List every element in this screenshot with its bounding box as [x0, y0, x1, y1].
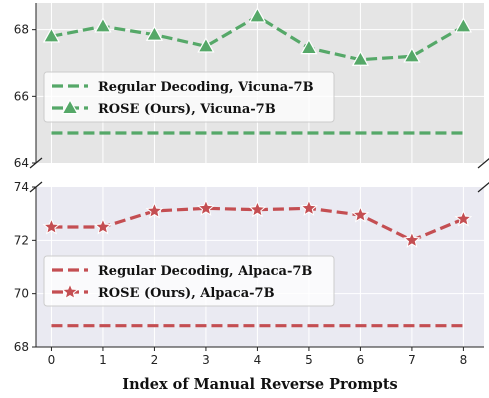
bottom-legend-box: [43, 255, 335, 307]
axis-break-mark-right-bottom: [477, 182, 489, 193]
x-tick-label: 8: [460, 353, 468, 367]
bottom-data-point: [42, 217, 61, 235]
bottom-y-tick-label: 74: [14, 180, 29, 194]
bottom-y-tick-label: 70: [14, 287, 29, 301]
top-legend-box: [43, 71, 335, 123]
top-legend-marker: [61, 98, 79, 115]
legend-layer: Regular Decoding, Vicuna-7B ROSE (Ours), …: [43, 71, 335, 307]
x-axis-label: Index of Manual Reverse Prompts: [122, 376, 397, 393]
x-tick-label: 6: [357, 353, 365, 367]
bottom-legend-marker: [61, 282, 79, 300]
bottom-data-point: [403, 231, 421, 248]
x-tick-label: 7: [408, 353, 416, 367]
top-data-point: [454, 17, 473, 33]
bottom-data-point: [248, 200, 267, 218]
bottom-y-tick-label: 68: [14, 340, 29, 354]
bottom-data-point: [94, 217, 112, 235]
top-data-point: [94, 17, 112, 33]
bottom-data-point: [351, 205, 370, 223]
bottom-legend-label: ROSE (Ours), Alpaca-7B: [98, 286, 275, 301]
x-tick-label: 4: [254, 353, 262, 367]
top-data-point: [351, 50, 370, 66]
x-tick-label: 3: [202, 353, 210, 367]
bottom-legend-label: Regular Decoding, Alpaca-7B: [98, 264, 312, 279]
x-tick-label: 1: [99, 353, 107, 367]
top-y-tick-label: 68: [14, 23, 29, 37]
top-y-tick-label: 64: [14, 156, 29, 170]
top-data-point: [42, 27, 61, 43]
top-data-point: [197, 37, 215, 53]
bottom-y-tick-label: 72: [14, 233, 29, 247]
series-layer: [42, 7, 473, 328]
top-data-point: [300, 38, 318, 55]
top-data-point: [403, 47, 421, 63]
top-data-point: [248, 7, 267, 23]
bottom-data-point: [197, 199, 215, 216]
bottom-data-point: [300, 199, 318, 216]
bottom-data-point: [454, 209, 473, 227]
top-data-point: [145, 25, 164, 41]
axis-break-mark-right-top: [477, 158, 489, 169]
bottom-data-point: [145, 201, 164, 219]
tick-layer: 64 66 68 68 70 72 74 0 1 2 3 4 5 6 7 8: [14, 23, 468, 367]
x-tick-label: 2: [151, 353, 159, 367]
x-tick-label: 0: [48, 353, 56, 367]
top-y-tick-label: 66: [14, 89, 29, 103]
top-legend-label: Regular Decoding, Vicuna-7B: [98, 80, 314, 95]
x-tick-label: 5: [305, 353, 313, 367]
top-legend-label: ROSE (Ours), Vicuna-7B: [98, 102, 276, 117]
